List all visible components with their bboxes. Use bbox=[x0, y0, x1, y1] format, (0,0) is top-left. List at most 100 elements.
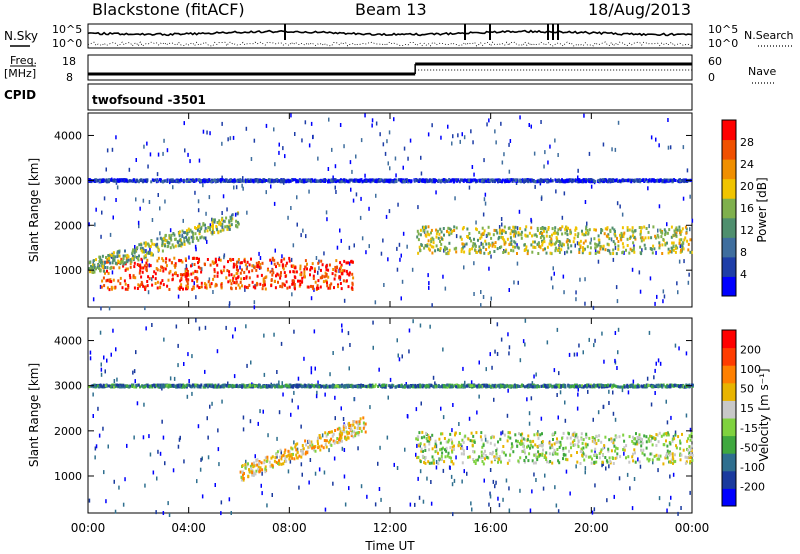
heatmap-cell bbox=[132, 258, 135, 262]
heatmap-cell bbox=[574, 434, 577, 438]
heatmap-cell bbox=[471, 165, 474, 169]
heatmap-cell bbox=[178, 234, 181, 238]
heatmap-cell bbox=[539, 236, 542, 240]
freq-label: Freq. bbox=[10, 54, 37, 67]
heatmap-cell bbox=[674, 343, 677, 348]
heatmap-cell bbox=[651, 178, 654, 182]
heatmap-cell bbox=[482, 295, 485, 299]
heatmap-cell bbox=[564, 227, 567, 231]
heatmap-cell bbox=[243, 259, 246, 263]
heatmap-cell bbox=[242, 186, 244, 191]
heatmap-cell bbox=[520, 233, 523, 237]
heatmap-cell bbox=[382, 238, 384, 243]
heatmap-cell bbox=[602, 247, 605, 251]
heatmap-cell bbox=[644, 236, 647, 240]
heatmap-cell bbox=[311, 443, 314, 447]
heatmap-cell bbox=[345, 261, 348, 265]
heatmap-cell bbox=[309, 441, 312, 445]
heatmap-cell bbox=[501, 178, 504, 182]
heatmap-cell bbox=[461, 447, 464, 451]
heatmap-cell bbox=[143, 256, 146, 260]
heatmap-cell bbox=[200, 235, 203, 239]
heatmap-cell bbox=[562, 274, 565, 279]
heatmap-cell bbox=[636, 438, 639, 442]
heatmap-cell bbox=[276, 261, 279, 265]
heatmap-cell bbox=[639, 464, 642, 469]
heatmap-cell bbox=[236, 220, 239, 224]
heatmap-cell bbox=[195, 247, 197, 252]
heatmap-cell bbox=[184, 257, 187, 261]
heatmap-cell bbox=[240, 475, 243, 479]
heatmap-cell bbox=[185, 264, 188, 269]
heatmap-cell bbox=[221, 211, 223, 215]
heatmap-cell bbox=[520, 230, 523, 234]
heatmap-cell bbox=[339, 265, 342, 269]
heatmap-cell bbox=[622, 433, 625, 437]
heatmap-cell bbox=[633, 477, 636, 481]
heatmap-cell bbox=[197, 208, 200, 213]
heatmap-cell bbox=[447, 438, 450, 442]
heatmap-cell bbox=[353, 420, 356, 423]
heatmap-cell bbox=[229, 258, 232, 262]
heatmap-cell bbox=[550, 239, 553, 243]
heatmap-cell bbox=[549, 443, 552, 447]
heatmap-cell bbox=[530, 124, 532, 129]
heatmap-cell bbox=[590, 237, 592, 242]
heatmap-cell bbox=[420, 436, 423, 440]
heatmap-cell bbox=[679, 439, 681, 443]
heatmap-cell bbox=[109, 278, 112, 282]
heatmap-cell bbox=[140, 280, 143, 284]
heatmap-cell bbox=[426, 230, 429, 234]
heatmap-cell bbox=[359, 215, 362, 220]
heatmap-cell bbox=[522, 444, 525, 448]
heatmap-cell bbox=[357, 424, 360, 428]
heatmap-cell bbox=[568, 239, 571, 243]
heatmap-cell bbox=[219, 221, 222, 225]
heatmap-cell bbox=[254, 454, 256, 459]
heatmap-cell bbox=[460, 446, 462, 450]
heatmap-cell bbox=[492, 242, 495, 246]
heatmap-cell bbox=[656, 233, 659, 237]
heatmap-cell bbox=[501, 237, 504, 241]
heatmap-cell bbox=[572, 240, 575, 244]
heatmap-cell bbox=[258, 460, 261, 463]
heatmap-cell bbox=[689, 427, 692, 432]
heatmap-cell bbox=[484, 434, 487, 438]
heatmap-cell bbox=[125, 259, 128, 263]
heatmap-cell bbox=[432, 458, 435, 462]
heatmap-cell bbox=[495, 455, 498, 459]
heatmap-cell bbox=[434, 381, 436, 386]
heatmap-cell bbox=[621, 226, 624, 230]
heatmap-cell bbox=[226, 269, 229, 273]
heatmap-cell bbox=[493, 250, 496, 253]
heatmap-cell bbox=[310, 296, 313, 301]
heatmap-cell bbox=[633, 180, 636, 184]
heatmap-cell bbox=[558, 371, 560, 376]
heatmap-cell bbox=[595, 456, 598, 459]
heatmap-cell bbox=[275, 265, 277, 269]
heatmap-cell bbox=[264, 456, 267, 460]
heatmap-cell bbox=[241, 268, 243, 272]
heatmap-cell bbox=[151, 242, 154, 246]
heatmap-cell bbox=[275, 274, 277, 278]
heatmap-cell bbox=[160, 237, 163, 241]
heatmap-cell bbox=[653, 375, 655, 380]
heatmap-cell bbox=[520, 236, 523, 240]
heatmap-cell bbox=[124, 268, 127, 272]
heatmap-cell bbox=[155, 510, 157, 515]
heatmap-cell bbox=[428, 461, 431, 465]
heatmap-cell bbox=[642, 448, 645, 452]
heatmap-cell bbox=[636, 436, 639, 439]
heatmap-cell bbox=[666, 449, 669, 453]
heatmap-cell bbox=[667, 433, 670, 437]
heatmap-cell bbox=[579, 450, 582, 453]
heatmap-cell bbox=[480, 233, 483, 237]
heatmap-cell bbox=[215, 283, 218, 287]
heatmap-cell bbox=[108, 256, 110, 260]
heatmap-cell bbox=[372, 345, 374, 350]
heatmap-cell bbox=[570, 454, 573, 458]
heatmap-cell bbox=[654, 179, 657, 182]
heatmap-cell bbox=[250, 257, 252, 261]
heatmap-cell bbox=[638, 433, 641, 437]
heatmap-cell bbox=[403, 180, 406, 184]
